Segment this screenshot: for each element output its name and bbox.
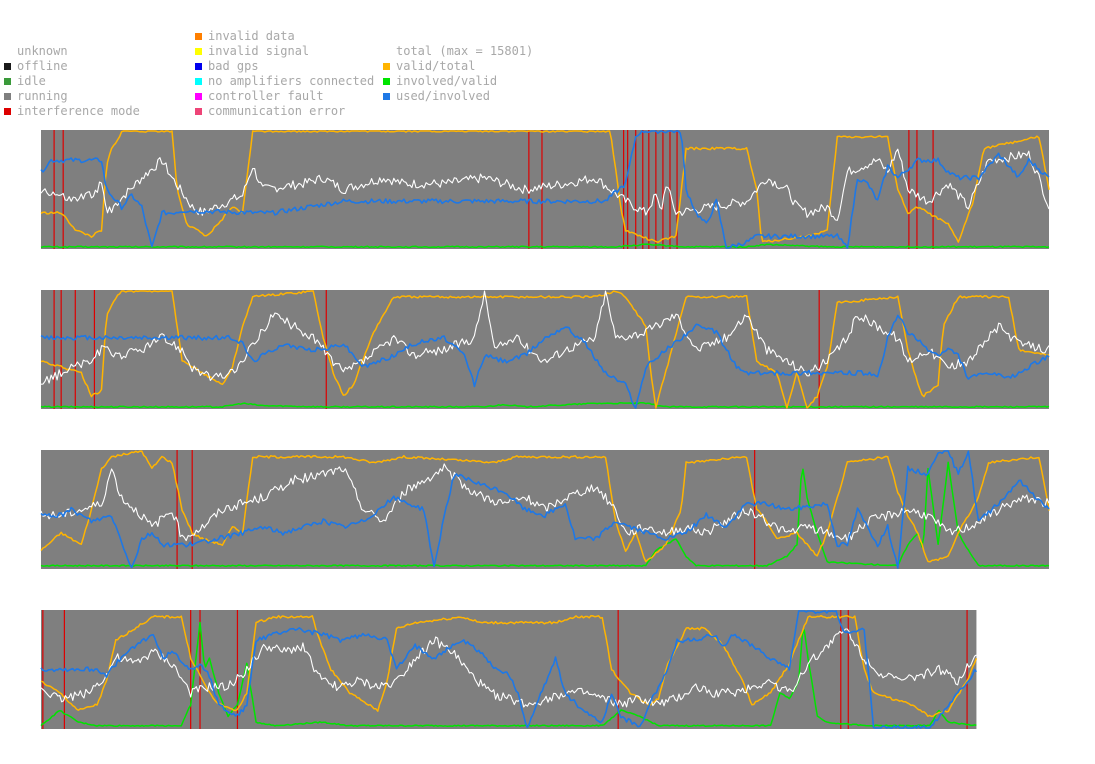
series-line-valid-total <box>40 130 1050 244</box>
series-line-valid-total <box>40 614 978 718</box>
series-line-total <box>40 628 977 708</box>
series-line-used-involved <box>40 314 1050 409</box>
legend-item-used-involved: used/involved <box>383 89 490 104</box>
strip-background-running <box>41 610 977 729</box>
series-line-valid-total <box>40 450 1050 563</box>
legend-item-communication-error: communication error <box>195 104 346 119</box>
legend-label: involved/valid <box>396 74 498 88</box>
legend-label: controller fault <box>208 89 324 103</box>
legend-item-controller-fault: controller fault <box>195 89 324 104</box>
swatch-icon <box>383 78 390 85</box>
series-line-total <box>40 290 1050 385</box>
series-line-involved-valid <box>40 243 1050 249</box>
legend-label: communication error <box>208 104 346 118</box>
series-line-involved-valid <box>40 402 1050 409</box>
legend-label: offline <box>17 59 68 73</box>
legend-item-unknown: unknown <box>17 44 68 59</box>
swatch-icon <box>4 93 11 100</box>
series-line-used-involved <box>40 610 978 729</box>
series-line-total <box>40 463 1050 543</box>
legend-label: invalid signal <box>208 44 310 58</box>
strip-3 <box>40 450 1050 569</box>
strip-2 <box>40 290 1050 409</box>
swatch-icon <box>195 63 202 70</box>
swatch-icon <box>195 78 202 85</box>
legend-label: interference mode <box>17 104 140 118</box>
legend-item-offline: offline <box>4 59 68 74</box>
legend-item-invalid-data: invalid data <box>195 29 295 44</box>
swatch-icon <box>4 78 11 85</box>
strip-4 <box>40 610 978 729</box>
legend-label: no amplifiers connected <box>208 74 375 88</box>
strip-background-running <box>41 290 1049 409</box>
legend-label: valid/total <box>396 59 476 73</box>
swatch-icon <box>4 63 11 70</box>
legend-label: invalid data <box>208 29 295 43</box>
legend-label: idle <box>17 74 46 88</box>
legend-item-interference-mode: interference mode <box>4 104 140 119</box>
swatch-icon <box>4 108 11 115</box>
series-line-used-involved <box>40 450 1050 569</box>
series-line-used-involved <box>40 130 1050 249</box>
strip-1 <box>40 130 1050 249</box>
legend-label: running <box>17 89 68 103</box>
swatch-icon <box>195 33 202 40</box>
strip-background-running <box>41 450 1049 569</box>
swatch-icon <box>195 108 202 115</box>
swatch-icon <box>195 93 202 100</box>
legend-label: bad gps <box>208 59 259 73</box>
legend-label: used/involved <box>396 89 490 103</box>
swatch-icon <box>383 63 390 70</box>
legend-item-bad-gps: bad gps <box>195 59 259 74</box>
legend-item-no-amplifiers: no amplifiers connected <box>195 74 375 89</box>
swatch-icon <box>195 48 202 55</box>
legend-label: total (max = 15801) <box>396 44 534 58</box>
legend-item-invalid-signal: invalid signal <box>195 44 310 59</box>
legend-item-running: running <box>4 89 68 104</box>
series-line-involved-valid <box>40 461 1050 567</box>
swatch-icon <box>383 93 390 100</box>
legend-item-involved-valid: involved/valid <box>383 74 498 89</box>
legend-label: unknown <box>17 44 68 58</box>
legend-item-total: total (max = 15801) <box>396 44 533 59</box>
legend-item-valid-total: valid/total <box>383 59 476 74</box>
series-line-involved-valid <box>40 621 977 727</box>
legend-item-idle: idle <box>4 74 46 89</box>
